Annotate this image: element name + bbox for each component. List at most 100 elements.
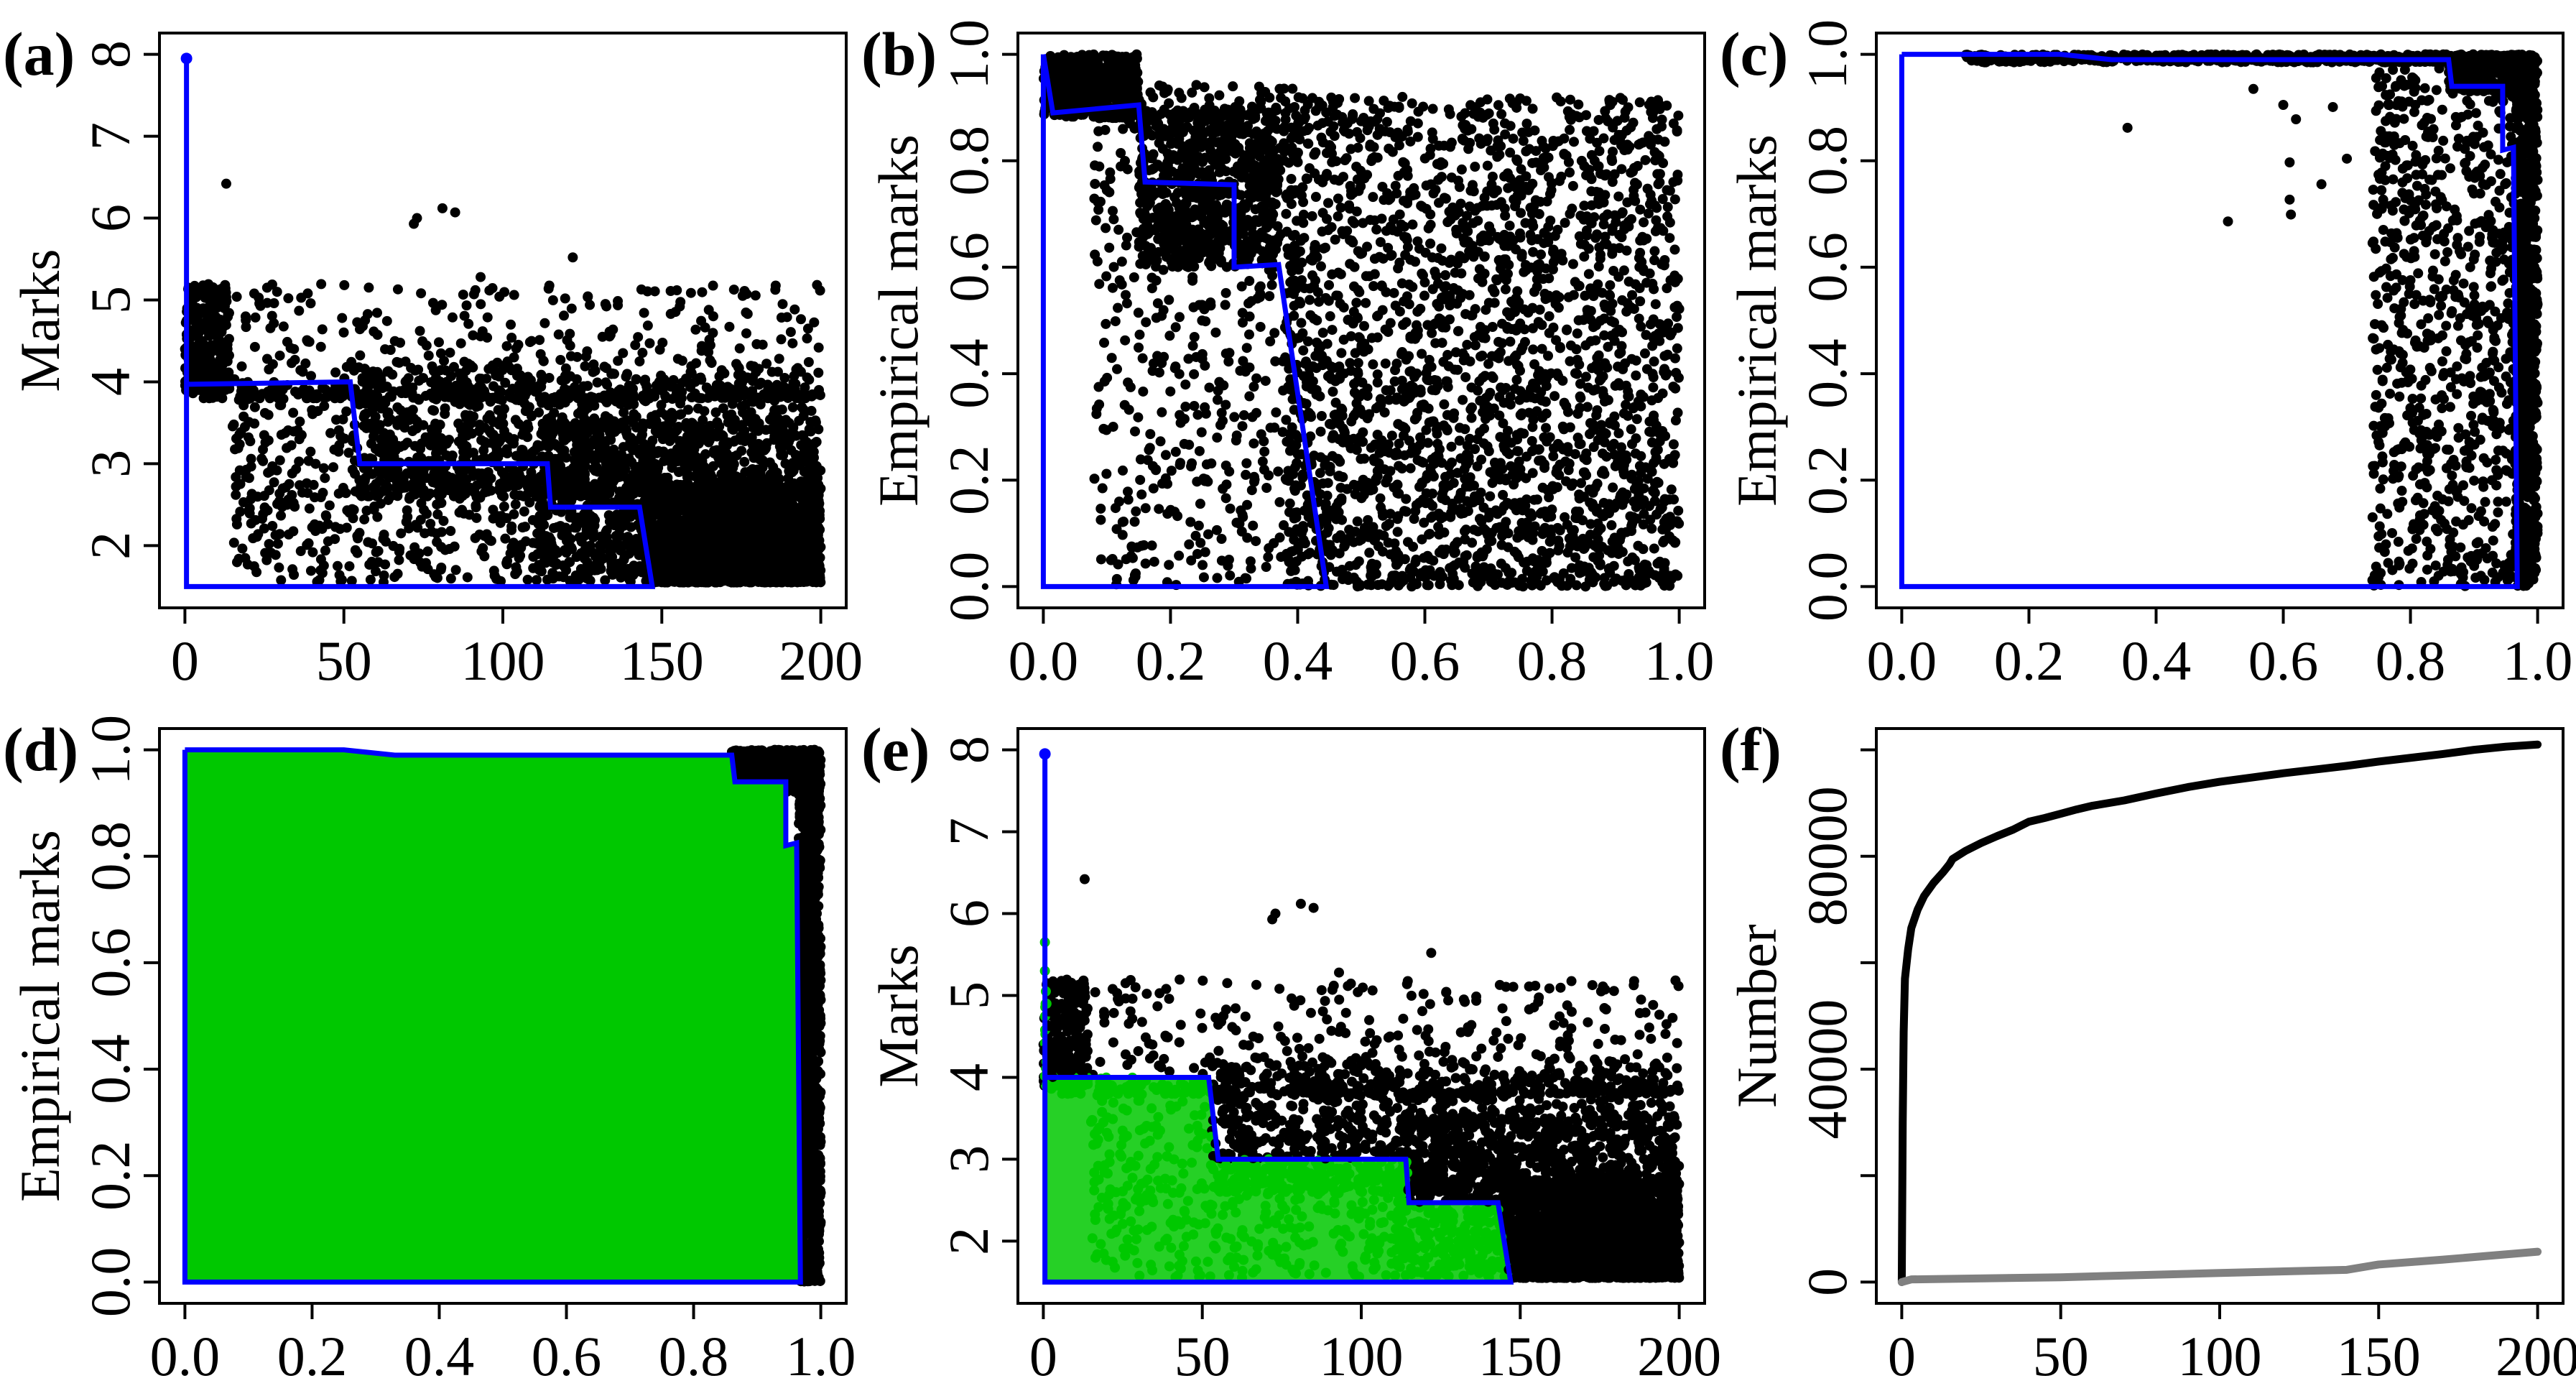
data-point [642, 286, 653, 297]
data-point [391, 483, 402, 494]
data-point [534, 393, 545, 404]
data-point [244, 473, 254, 484]
data-point [340, 488, 351, 499]
data-point [370, 425, 381, 436]
data-point [683, 405, 694, 415]
data-point [489, 570, 500, 581]
data-point [618, 348, 629, 359]
data-point [330, 522, 340, 532]
data-point [318, 463, 329, 473]
data-point [543, 283, 554, 294]
data-point [524, 473, 535, 484]
data-point [294, 456, 305, 467]
data-point [799, 450, 810, 461]
data-point [404, 407, 415, 417]
data-point [414, 325, 425, 336]
data-point [406, 363, 417, 374]
data-point [264, 539, 274, 550]
data-point [750, 290, 761, 301]
data-point [371, 566, 381, 577]
data-point [514, 419, 524, 430]
data-point [363, 537, 374, 547]
data-point [784, 466, 794, 476]
data-point [598, 394, 609, 405]
data-point [696, 346, 707, 356]
data-point [685, 287, 696, 298]
data-point [613, 300, 624, 310]
data-point [295, 365, 306, 376]
data-point [476, 299, 486, 310]
data-point [231, 471, 241, 482]
data-point [524, 497, 535, 508]
data-point [242, 559, 253, 570]
data-point [213, 295, 223, 305]
data-point [476, 435, 487, 445]
data-point [471, 491, 482, 502]
data-point [447, 312, 458, 323]
data-point [507, 384, 518, 394]
data-point [715, 382, 726, 392]
data-point [463, 318, 474, 329]
data-point [618, 407, 629, 418]
data-point [506, 524, 517, 535]
data-point [509, 489, 520, 500]
data-point [392, 356, 402, 367]
data-point [669, 428, 680, 439]
data-point [455, 374, 466, 384]
data-point [727, 399, 738, 410]
data-point [498, 418, 509, 429]
data-point [580, 479, 591, 490]
data-point [305, 298, 316, 309]
data-point [588, 366, 598, 377]
data-point [248, 533, 259, 544]
data-point [476, 475, 486, 486]
data-point [309, 519, 320, 530]
data-point [379, 485, 389, 496]
data-point [452, 392, 463, 403]
data-point [459, 310, 470, 321]
data-point [542, 509, 553, 520]
data-point [261, 282, 272, 293]
data-point [302, 540, 312, 550]
data-point [609, 426, 620, 437]
data-point [728, 463, 738, 473]
data-point [509, 290, 519, 300]
data-point [486, 473, 496, 484]
data-point [644, 479, 655, 489]
data-point [471, 502, 481, 513]
data-point [599, 465, 610, 476]
data-point [613, 558, 624, 569]
data-point [198, 322, 209, 333]
data-point [217, 359, 228, 370]
data-point [230, 444, 241, 455]
data-point [241, 464, 251, 475]
data-point [571, 392, 582, 402]
data-point [487, 283, 498, 294]
data-point [637, 424, 648, 435]
data-point [363, 282, 374, 293]
data-point [348, 504, 359, 515]
data-point [276, 575, 287, 586]
data-point [429, 569, 440, 580]
data-point [496, 407, 507, 417]
data-point [462, 420, 473, 430]
data-point [339, 279, 350, 290]
data-point [428, 391, 439, 402]
data-point [649, 530, 659, 540]
data-point [481, 529, 492, 540]
data-point [506, 319, 516, 330]
data-point [302, 393, 312, 404]
data-point [598, 416, 608, 427]
data-point [653, 445, 664, 456]
data-point [590, 565, 601, 576]
data-point [789, 304, 800, 315]
data-point [372, 512, 383, 522]
data-point [250, 514, 261, 525]
data-point [709, 428, 720, 439]
data-point [580, 351, 591, 362]
data-point [425, 518, 436, 529]
data-point [315, 554, 326, 565]
data-point [305, 371, 316, 382]
data-point [735, 386, 746, 397]
